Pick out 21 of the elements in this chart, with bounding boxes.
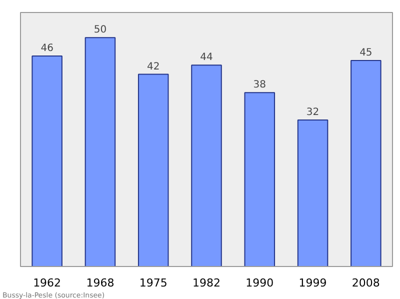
x-tick-label: 2008 bbox=[352, 276, 380, 290]
bar bbox=[191, 64, 222, 266]
x-tick-label: 1968 bbox=[86, 276, 114, 290]
x-tick-label: 1982 bbox=[192, 276, 221, 290]
x-tick-label: 1975 bbox=[139, 276, 168, 290]
data-label: 45 bbox=[360, 48, 372, 59]
data-label: 32 bbox=[306, 107, 320, 118]
data-label: 50 bbox=[94, 24, 107, 36]
bar bbox=[138, 74, 169, 266]
x-tick-label: 1999 bbox=[298, 276, 327, 290]
data-label: 44 bbox=[200, 52, 213, 64]
bar bbox=[244, 92, 276, 266]
x-tick-label: 1962 bbox=[33, 276, 62, 290]
data-label: 38 bbox=[253, 80, 266, 91]
bar bbox=[350, 60, 382, 266]
bar bbox=[84, 37, 116, 266]
bar bbox=[32, 55, 62, 266]
data-label: 42 bbox=[146, 61, 160, 72]
data-label: 46 bbox=[40, 42, 54, 54]
bar bbox=[297, 120, 328, 266]
x-tick-label: 1990 bbox=[246, 276, 274, 290]
